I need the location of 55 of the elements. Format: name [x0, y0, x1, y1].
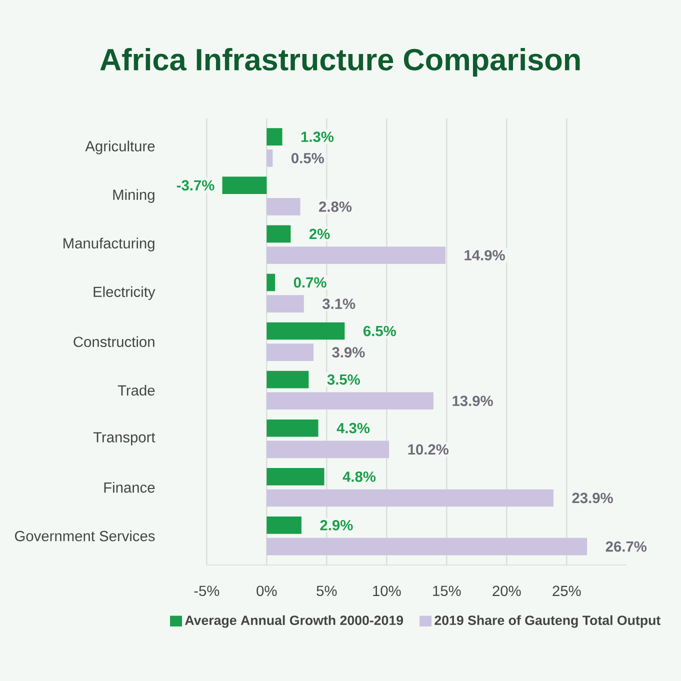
data-label: 3.9% — [332, 347, 365, 358]
bar — [266, 419, 318, 437]
data-label: 0.5% — [292, 152, 324, 164]
bar — [266, 274, 276, 292]
y-tick-label: Electricity — [94, 286, 156, 300]
data-label: 2.9% — [320, 520, 353, 530]
x-tick-label: 5% — [316, 586, 337, 596]
bar — [266, 370, 309, 388]
data-label: 4.8% — [342, 471, 376, 482]
bar — [266, 322, 345, 340]
legend-label: 2019 Share of Gauteng Total Output — [434, 615, 660, 628]
data-label: 3.1% — [322, 298, 356, 309]
x-tick-label: 0% — [256, 586, 277, 596]
bar — [266, 246, 446, 264]
data-label: 10.2% — [408, 444, 449, 455]
data-label: 3.5% — [327, 374, 360, 385]
bar — [266, 225, 291, 243]
y-tick-label: Agriculture — [85, 140, 155, 154]
data-label: 26.7% — [606, 541, 647, 552]
data-label: 2% — [309, 228, 330, 240]
y-tick-label: Finance — [104, 482, 155, 493]
data-label: 4.3% — [336, 422, 370, 434]
bar — [266, 392, 434, 410]
bar — [266, 468, 324, 486]
y-tick-label: Construction — [74, 336, 154, 348]
bar — [266, 295, 304, 312]
bar — [266, 344, 314, 362]
y-tick-label: Manufacturing — [64, 238, 154, 252]
x-tick-label: 10% — [373, 586, 401, 596]
bar — [266, 128, 282, 146]
bar — [222, 176, 267, 194]
data-label: 13.9% — [452, 396, 493, 406]
data-label: -3.7% — [176, 180, 214, 191]
x-tick-label: 25% — [552, 586, 581, 596]
y-tick-label: Mining — [113, 189, 154, 203]
data-label: 6.5% — [363, 326, 396, 336]
x-tick-label: -5% — [194, 586, 220, 596]
data-label: 14.9% — [464, 250, 505, 260]
bar — [266, 516, 302, 534]
x-tick-label: 20% — [492, 586, 521, 596]
chart-title: Africa Infrastructure Comparison — [100, 48, 580, 77]
data-label: 1.3% — [301, 132, 334, 142]
legend-label: Average Annual Growth 2000-2019 — [185, 615, 404, 628]
bar — [266, 149, 273, 167]
data-label: 0.7% — [294, 277, 326, 288]
bar — [266, 489, 554, 507]
y-tick-label: Trade — [118, 384, 155, 396]
bar — [266, 198, 300, 216]
bar — [266, 440, 390, 458]
data-label: 2.8% — [319, 202, 352, 212]
y-tick-label: Transport — [93, 432, 156, 446]
x-tick-label: 15% — [433, 586, 461, 596]
data-label: 23.9% — [572, 492, 613, 504]
y-tick-label: Government Services — [15, 530, 155, 542]
bar — [266, 538, 588, 556]
